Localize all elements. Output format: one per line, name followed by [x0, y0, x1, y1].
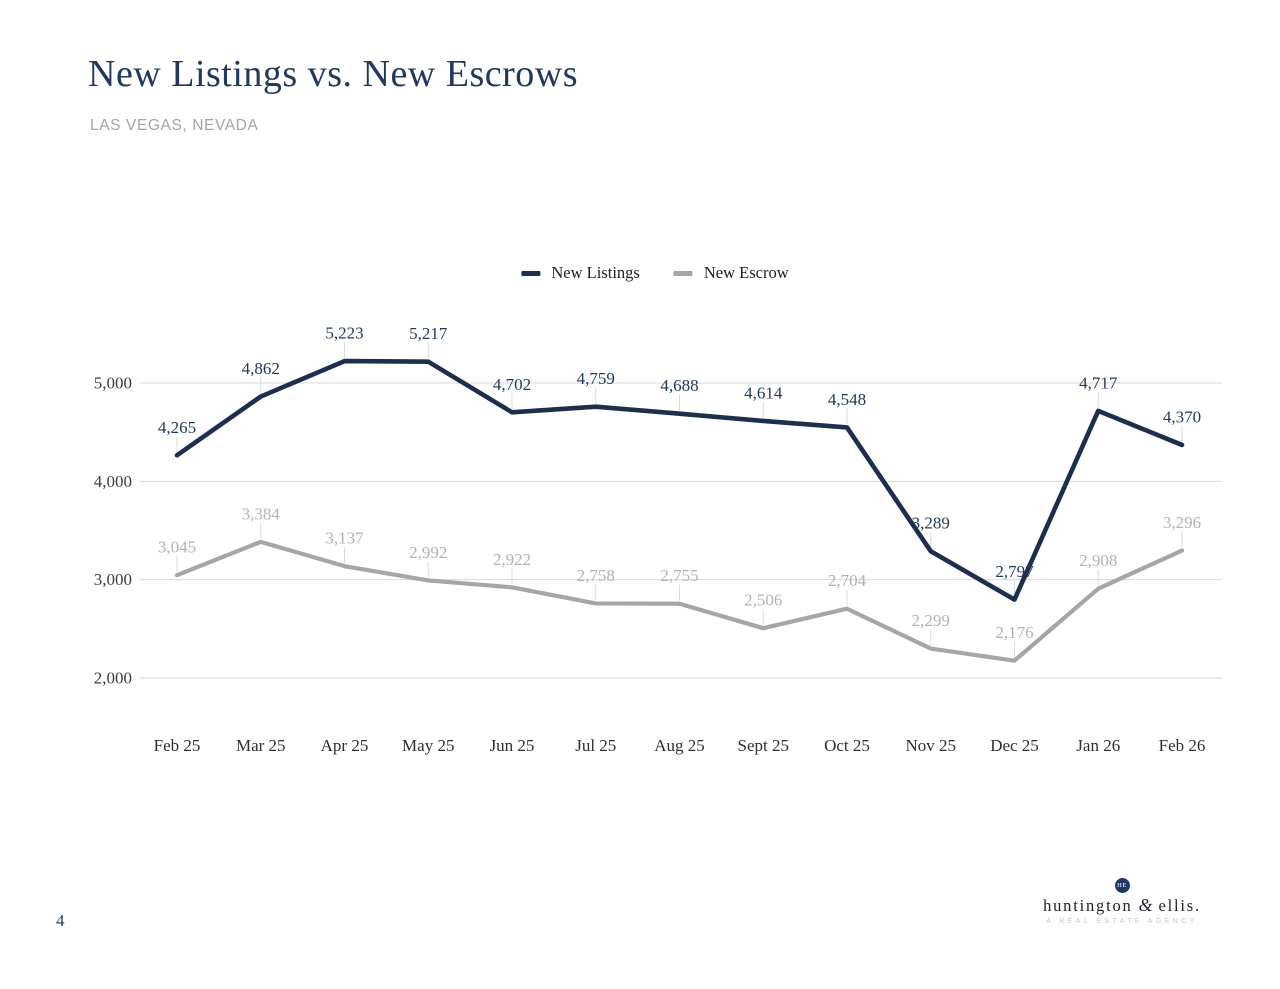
- y-tick-label: 5,000: [94, 374, 132, 393]
- data-label: 2,922: [493, 550, 531, 569]
- data-label: 4,265: [158, 418, 196, 437]
- logo-tagline: A REAL ESTATE AGENCY: [1046, 918, 1198, 925]
- line-chart: 5,000 4,000 3,000 2,000 Feb 25 Mar 25 Apr 25 Ma…: [94, 324, 1222, 755]
- data-label: 2,176: [995, 623, 1033, 642]
- ampersand: &: [1138, 895, 1153, 915]
- x-tick-label: Aug 25: [654, 736, 705, 755]
- data-label: 2,755: [660, 566, 698, 585]
- data-label: 4,370: [1163, 407, 1201, 426]
- legend-swatch-icon: [673, 270, 693, 276]
- legend-swatch-icon: [521, 270, 541, 276]
- data-label: 2,758: [577, 566, 615, 585]
- logo-name: huntington & ellis.: [1043, 895, 1201, 915]
- line-chart-section: New Listings New Escrow 5,000 4,000 3,000 2,…: [0, 260, 1280, 780]
- page-subtitle: LAS VEGAS, NEVADA: [90, 117, 259, 134]
- series-line-new-escrow: [174, 539, 1185, 663]
- data-label: 3,045: [158, 538, 196, 557]
- data-label: 3,289: [912, 514, 950, 533]
- series-line-new-listings: [174, 358, 1185, 602]
- legend-item: New Listings: [521, 263, 640, 283]
- page-title: New Listings vs. New Escrows: [88, 53, 579, 95]
- data-label: 4,862: [242, 359, 280, 378]
- data-label: 4,717: [1079, 373, 1118, 392]
- data-label: 4,702: [493, 375, 531, 394]
- y-tick-label: 4,000: [94, 472, 132, 491]
- x-tick-label: Sept 25: [738, 736, 789, 755]
- data-label: 2,299: [912, 611, 950, 630]
- x-tick-label: Jun 25: [490, 736, 535, 755]
- data-label: 2,797: [995, 562, 1034, 581]
- data-label: 4,688: [660, 376, 698, 395]
- x-tick-label: Dec 25: [990, 736, 1039, 755]
- x-tick-label: Apr 25: [321, 736, 369, 755]
- data-label: 2,992: [409, 543, 447, 562]
- legend-item: New Escrow: [673, 263, 789, 283]
- data-label: 2,506: [744, 591, 782, 610]
- x-tick-label: Oct 25: [824, 736, 870, 755]
- company-logo: HE huntington & ellis. A REAL ESTATE AGE…: [1040, 878, 1204, 925]
- legend-label: New Escrow: [703, 263, 789, 282]
- data-label: 4,548: [828, 390, 866, 409]
- data-label: 4,614: [744, 383, 783, 402]
- y-tick-label: 2,000: [94, 668, 132, 687]
- data-label: 5,223: [325, 324, 363, 343]
- x-tick-label: Jul 25: [575, 736, 616, 755]
- data-label: 3,137: [325, 529, 364, 548]
- legend-label: New Listings: [551, 263, 640, 282]
- y-tick-label: 3,000: [94, 570, 132, 589]
- x-tick-label: Feb 26: [1159, 736, 1206, 755]
- x-tick-label: Nov 25: [905, 736, 956, 755]
- data-label: 5,217: [409, 324, 448, 343]
- data-label: 3,384: [242, 504, 281, 523]
- page-number: 4: [56, 911, 65, 930]
- x-tick-label: Mar 25: [236, 736, 286, 755]
- data-label: 3,296: [1163, 513, 1201, 532]
- x-tick-label: Feb 25: [154, 736, 201, 755]
- data-label: 4,759: [577, 369, 615, 388]
- x-tick-label: Jan 26: [1076, 736, 1120, 755]
- x-tick-label: May 25: [402, 736, 454, 755]
- data-label: 2,908: [1079, 551, 1117, 570]
- logo-monogram-icon: HE: [1114, 878, 1130, 893]
- chart-legend: New Listings New Escrow: [521, 263, 789, 283]
- data-label: 2,704: [828, 571, 867, 590]
